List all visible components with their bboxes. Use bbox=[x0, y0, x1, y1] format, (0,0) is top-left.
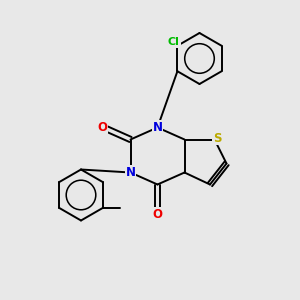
Text: S: S bbox=[213, 131, 222, 145]
Text: O: O bbox=[152, 208, 163, 221]
Text: Cl: Cl bbox=[168, 37, 180, 47]
Text: N: N bbox=[152, 121, 163, 134]
Text: N: N bbox=[125, 166, 136, 179]
Text: O: O bbox=[97, 121, 107, 134]
